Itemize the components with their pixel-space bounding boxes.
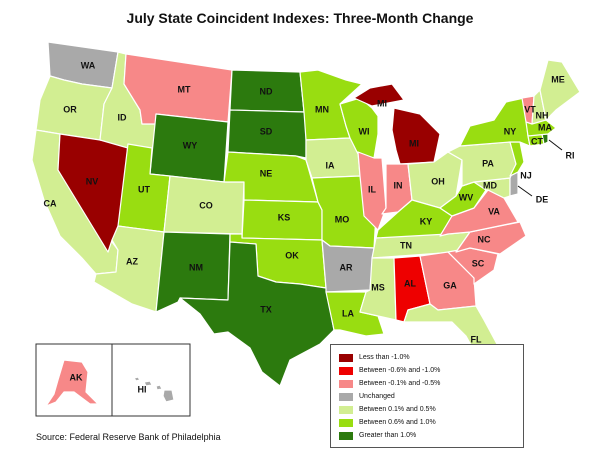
label-SD: SD xyxy=(260,126,273,136)
legend-swatch xyxy=(339,366,353,375)
legend-item: Between 0.1% and 0.5% xyxy=(339,403,517,416)
state-IL[interactable] xyxy=(357,151,387,231)
label-MI-upper: MI xyxy=(377,98,387,108)
label-MN: MN xyxy=(315,104,329,114)
state-ME[interactable] xyxy=(539,59,581,121)
state-TX[interactable] xyxy=(179,241,335,387)
label-SC: SC xyxy=(472,258,485,268)
legend-swatch xyxy=(339,392,353,401)
label-CT: CT xyxy=(531,136,543,146)
legend-label: Between -0.1% and -0.5% xyxy=(359,380,441,387)
legend-swatch xyxy=(339,418,353,427)
label-KS: KS xyxy=(278,212,291,222)
hawaii-inset-frame xyxy=(111,343,191,417)
state-MI-lower[interactable] xyxy=(391,107,441,165)
label-PA: PA xyxy=(482,158,494,168)
label-HI: HI xyxy=(138,384,147,394)
label-AR: AR xyxy=(340,262,353,272)
label-KY: KY xyxy=(420,216,433,226)
label-AK: AK xyxy=(70,372,83,382)
legend-rows: Less than -1.0% Between -0.6% and -1.0% Be… xyxy=(339,351,517,442)
map-title: July State Coincident Indexes: Three-Mon… xyxy=(126,10,474,26)
de-leader-line xyxy=(517,185,533,197)
label-RI: RI xyxy=(566,150,575,160)
legend-swatch xyxy=(339,353,353,362)
state-HI[interactable] xyxy=(133,376,175,403)
ri-leader-line xyxy=(548,139,563,151)
label-IA: IA xyxy=(326,160,336,170)
state-IA[interactable] xyxy=(305,137,361,179)
label-MD: MD xyxy=(483,180,497,190)
label-AL: AL xyxy=(404,278,416,288)
label-MS: MS xyxy=(371,282,385,292)
label-WA: WA xyxy=(81,60,96,70)
legend-item: Between -0.6% and -1.0% xyxy=(339,364,517,377)
label-CA: CA xyxy=(44,198,57,208)
label-NC: NC xyxy=(478,234,491,244)
label-LA: LA xyxy=(342,308,354,318)
state-AK[interactable] xyxy=(45,359,99,407)
label-MO: MO xyxy=(335,214,350,224)
legend-item: Between 0.6% and 1.0% xyxy=(339,416,517,429)
label-TN: TN xyxy=(400,240,412,250)
label-IN: IN xyxy=(394,180,403,190)
state-labels: WA OR CA NV ID MT WY UT AZ CO NM ND SD N… xyxy=(44,60,575,394)
label-UT: UT xyxy=(138,184,150,194)
legend-swatch xyxy=(339,431,353,440)
label-NY: NY xyxy=(504,126,517,136)
label-VA: VA xyxy=(488,206,500,216)
label-OH: OH xyxy=(431,176,445,186)
label-NJ: NJ xyxy=(520,170,532,180)
hawaii-inset xyxy=(133,376,175,403)
label-NH: NH xyxy=(536,110,549,120)
label-ND: ND xyxy=(260,86,273,96)
label-WY: WY xyxy=(183,140,198,150)
legend-label: Unchanged xyxy=(359,393,395,400)
state-MI[interactable] xyxy=(353,83,405,107)
label-OK: OK xyxy=(285,250,299,260)
legend-label: Between 0.6% and 1.0% xyxy=(359,419,436,426)
label-NE: NE xyxy=(260,168,273,178)
label-IL: IL xyxy=(368,184,377,194)
label-FL: FL xyxy=(471,334,482,344)
legend-label: Between -0.6% and -1.0% xyxy=(359,367,441,374)
label-WI: WI xyxy=(359,126,370,136)
legend-label: Less than -1.0% xyxy=(359,354,410,361)
label-ID: ID xyxy=(118,112,128,122)
label-NM: NM xyxy=(189,262,203,272)
label-TX: TX xyxy=(260,304,272,314)
legend: Less than -1.0% Between -0.6% and -1.0% Be… xyxy=(330,344,524,448)
label-AZ: AZ xyxy=(126,256,138,266)
legend-item: Between -0.1% and -0.5% xyxy=(339,377,517,390)
state-NY[interactable] xyxy=(459,97,531,147)
label-MI-lower: MI xyxy=(409,138,419,148)
label-MT: MT xyxy=(178,84,191,94)
source-note: Source: Federal Reserve Bank of Philadel… xyxy=(36,432,221,442)
label-ME: ME xyxy=(551,74,565,84)
label-DE: DE xyxy=(536,194,549,204)
legend-label: Greater than 1.0% xyxy=(359,432,417,439)
legend-item: Greater than 1.0% xyxy=(339,429,517,442)
legend-item: Less than -1.0% xyxy=(339,351,517,364)
label-NV: NV xyxy=(86,176,99,186)
label-VT: VT xyxy=(524,104,536,114)
alaska-inset xyxy=(45,359,99,407)
legend-item: Unchanged xyxy=(339,390,517,403)
label-CO: CO xyxy=(199,200,213,210)
states-layer xyxy=(31,41,581,387)
label-WV: WV xyxy=(459,192,474,202)
legend-swatch xyxy=(339,379,353,388)
legend-label: Between 0.1% and 0.5% xyxy=(359,406,436,413)
legend-swatch xyxy=(339,405,353,414)
label-GA: GA xyxy=(443,280,457,290)
label-OR: OR xyxy=(63,104,77,114)
label-MA: MA xyxy=(538,122,552,132)
